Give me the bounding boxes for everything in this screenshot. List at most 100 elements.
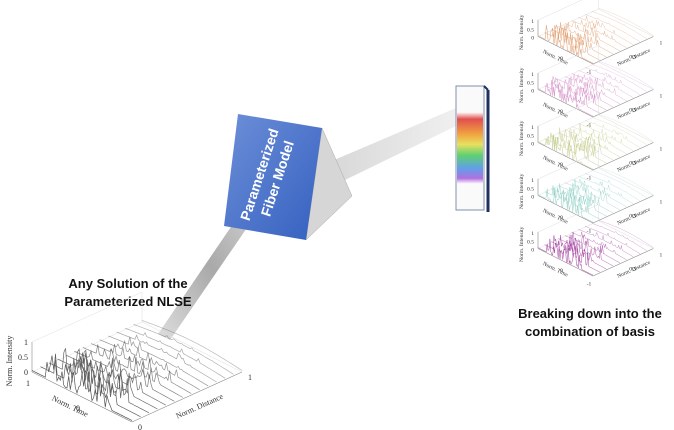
distance-tick-label: 0.5	[629, 160, 636, 166]
trace	[544, 133, 600, 167]
distance-tick-label: 1	[660, 253, 663, 259]
distance-tick-label: 1	[660, 147, 663, 153]
trace	[591, 116, 647, 145]
spectrum	[457, 112, 483, 184]
axis-line	[537, 36, 594, 65]
time-tick-label: 0	[560, 109, 563, 115]
time-tick-label: 0	[560, 162, 563, 168]
time-tick-label: 0	[76, 404, 80, 413]
trace	[591, 10, 647, 39]
trace	[585, 173, 641, 202]
z-tick-label: 1	[531, 72, 534, 78]
time-tick-label: 1	[26, 379, 30, 388]
z-tick-label: 0	[531, 36, 534, 42]
axis-line	[537, 204, 599, 233]
distance-tick-label: 0.5	[629, 266, 636, 272]
output-label: Breaking down into the	[518, 306, 662, 321]
z-tick-label: 0	[531, 142, 534, 148]
axis-line	[537, 89, 594, 118]
trace	[571, 73, 627, 102]
trace	[551, 22, 607, 58]
axis-line	[31, 291, 143, 343]
trace	[598, 60, 654, 89]
trace	[116, 331, 217, 383]
trace	[598, 113, 654, 142]
distance-tick-label: 1	[248, 373, 252, 382]
axis-line	[598, 61, 654, 90]
axis-line	[537, 45, 599, 74]
z-tick-label: 0	[531, 248, 534, 254]
time-axis-label: Norm. Time	[542, 49, 570, 67]
axis-line	[592, 142, 654, 171]
z-tick-label: 1	[531, 125, 534, 131]
time-tick-label: 0	[560, 215, 563, 221]
time-tick-label: -1	[587, 229, 592, 235]
axis-line	[592, 195, 654, 224]
z-axis-label: Norm. Intensity	[519, 14, 525, 50]
trace	[591, 169, 647, 198]
trace	[598, 166, 654, 195]
z-tick-label: 1	[531, 231, 534, 237]
time-axis-label: Norm. Time	[542, 208, 570, 226]
prism-face	[224, 114, 322, 240]
trace	[585, 67, 641, 96]
axis-line	[537, 114, 599, 143]
z-tick-label: 0	[531, 89, 534, 95]
axis-line	[537, 142, 594, 171]
screen-edge	[483, 85, 489, 91]
time-tick-label: 0	[560, 56, 563, 62]
z-tick-label: 0.5	[527, 27, 534, 33]
axis-line	[537, 167, 599, 196]
time-tick-label: -1	[587, 70, 592, 76]
trace	[99, 339, 200, 391]
time-axis-label: Norm. Time	[51, 394, 91, 419]
distance-axis-label: Norm. Distance	[175, 392, 225, 421]
time-axis-label: Norm. Time	[542, 102, 570, 120]
z-tick-label: 0	[531, 195, 534, 201]
trace	[564, 231, 621, 264]
axis-line	[592, 248, 654, 277]
trace	[585, 226, 641, 255]
z-axis-label: Norm. Intensity	[519, 120, 525, 156]
input-beam	[158, 196, 264, 340]
distance-tick-label: 0.5	[629, 213, 636, 219]
distance-tick-label: 0.5	[629, 54, 636, 60]
trace	[578, 123, 634, 152]
trace	[564, 21, 621, 52]
axis-line	[592, 89, 654, 118]
axis-line	[537, 220, 599, 249]
trace	[564, 128, 621, 158]
time-tick-label: 0	[560, 268, 563, 274]
trace	[558, 183, 614, 214]
trace	[544, 76, 600, 114]
trace	[571, 123, 627, 155]
trace	[133, 323, 234, 375]
trace	[598, 219, 654, 248]
z-axis-label: Norm. Intensity	[519, 67, 525, 103]
z-axis-label: Norm. Intensity	[5, 336, 14, 387]
trace	[585, 120, 641, 149]
trace	[578, 15, 634, 46]
distance-tick-label: 0.5	[629, 107, 636, 113]
axis-line	[537, 98, 599, 127]
axis-line	[598, 114, 654, 143]
input-label: Any Solution of the	[68, 276, 187, 291]
axis-line	[598, 167, 654, 196]
trace	[537, 132, 594, 170]
z-tick-label: 0.5	[527, 80, 534, 86]
time-tick-label: -1	[587, 282, 592, 288]
axis-line	[537, 61, 599, 90]
time-axis-label: Norm. Time	[542, 155, 570, 173]
axis-line	[131, 371, 243, 423]
axis-line	[537, 195, 594, 224]
trace	[571, 231, 627, 261]
trace	[544, 185, 600, 220]
trace	[537, 80, 594, 117]
z-axis-label: Norm. Intensity	[519, 226, 525, 262]
axis-line	[537, 248, 594, 277]
trace	[571, 20, 627, 49]
trace	[558, 76, 614, 108]
input-label: Parameterized NLSE	[64, 294, 191, 309]
distance-tick-label: 1	[660, 200, 663, 206]
